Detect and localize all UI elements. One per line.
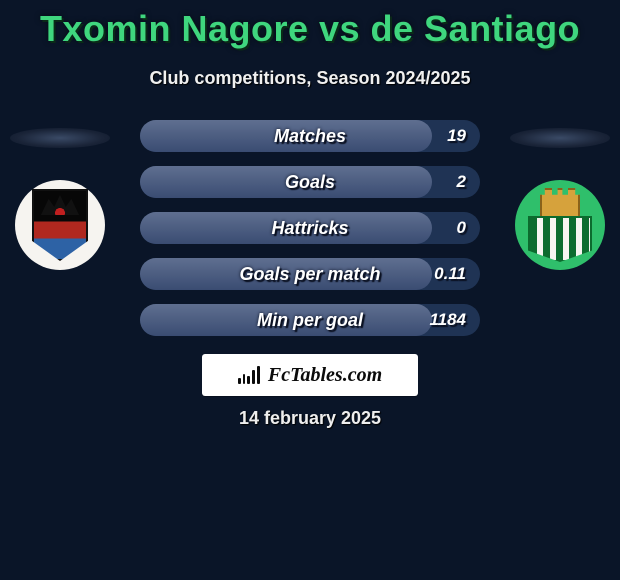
brand-box[interactable]: FcTables.com	[202, 354, 418, 396]
stat-fill	[140, 166, 432, 198]
subtitle: Club competitions, Season 2024/2025	[0, 68, 620, 89]
stat-fill	[140, 258, 432, 290]
left-club-badge	[15, 180, 105, 270]
shadow-ellipse	[510, 128, 610, 148]
stat-row: Hattricks0	[140, 212, 480, 244]
left-club-column	[10, 128, 110, 270]
left-club-crest-icon	[32, 189, 88, 261]
shield-stripes-icon	[528, 216, 592, 262]
stat-value: 0	[457, 212, 466, 244]
stat-value: 2	[457, 166, 466, 198]
page-title: Txomin Nagore vs de Santiago	[0, 0, 620, 50]
stats-list: Matches19 Goals2 Hattricks0 Goals per match…	[140, 120, 480, 336]
stat-fill	[140, 212, 432, 244]
stat-row: Matches19	[140, 120, 480, 152]
right-club-column: ELCHE	[510, 128, 610, 270]
stat-row: Min per goal1184	[140, 304, 480, 336]
right-club-crest-icon: ELCHE	[528, 188, 592, 262]
stat-value: 19	[447, 120, 466, 152]
brand-text: FcTables.com	[268, 364, 382, 387]
stat-row: Goals per match0.11	[140, 258, 480, 290]
stat-row: Goals2	[140, 166, 480, 198]
stat-fill	[140, 304, 432, 336]
right-club-badge: ELCHE	[515, 180, 605, 270]
stat-value: 1184	[429, 304, 466, 336]
shadow-ellipse	[10, 128, 110, 148]
stat-fill	[140, 120, 432, 152]
bar-chart-icon	[238, 366, 260, 384]
stat-value: 0.11	[434, 258, 466, 290]
date-label: 14 february 2025	[0, 408, 620, 429]
